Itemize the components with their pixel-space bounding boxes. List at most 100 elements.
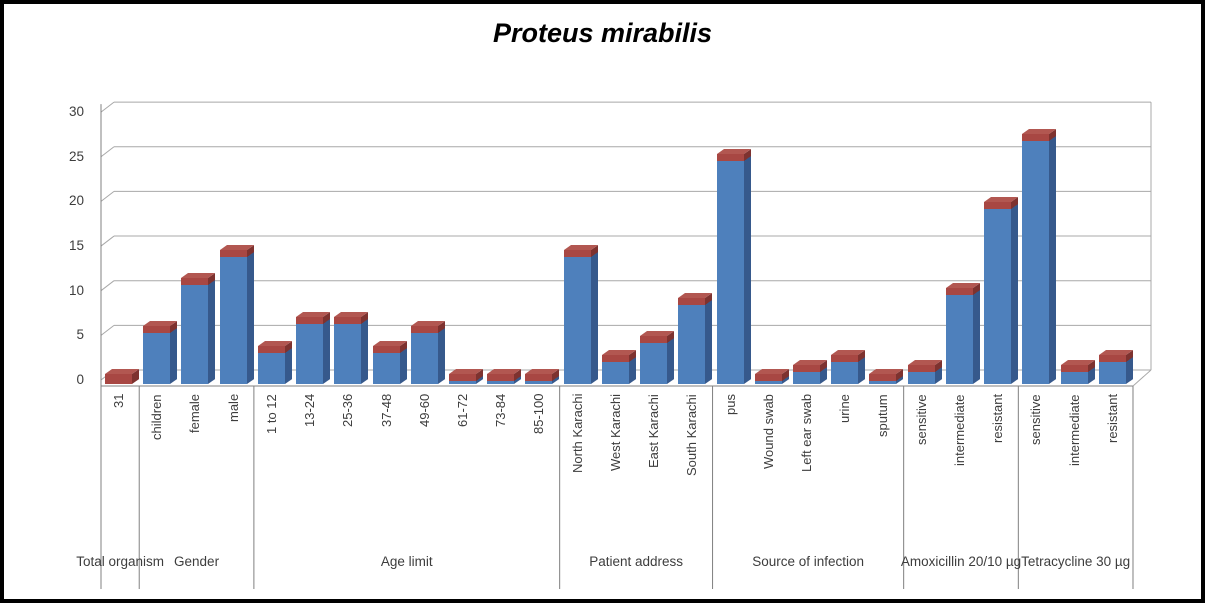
bar bbox=[372, 340, 407, 384]
bar bbox=[716, 148, 751, 384]
bar bbox=[448, 369, 483, 384]
bar-cap bbox=[143, 326, 171, 334]
category-label: South Karachi bbox=[684, 394, 700, 476]
group-label-text: Total organism bbox=[76, 554, 165, 569]
bar-side-face bbox=[628, 350, 636, 384]
bar-cap bbox=[831, 355, 859, 363]
bar bbox=[869, 369, 904, 384]
bar-cap bbox=[372, 345, 400, 353]
bar-front-face bbox=[678, 297, 706, 384]
bar-cap bbox=[257, 345, 285, 353]
bar-side-face bbox=[1011, 196, 1019, 384]
bar-cap bbox=[640, 336, 668, 343]
bar bbox=[831, 350, 866, 384]
bar-cap bbox=[448, 374, 476, 382]
bar bbox=[792, 359, 827, 384]
bar-front-face bbox=[410, 326, 438, 384]
bar-cap bbox=[678, 297, 706, 305]
group-label: Total organism bbox=[76, 546, 164, 590]
category-label: 61-72 bbox=[454, 394, 470, 428]
bar-cap bbox=[563, 249, 591, 257]
category-label: East Karachi bbox=[646, 394, 662, 468]
y-tick-label: 20 bbox=[68, 193, 84, 209]
bar-front-face bbox=[945, 288, 973, 384]
bar-cap bbox=[1098, 355, 1126, 363]
bar-side-face bbox=[1087, 359, 1095, 384]
axis-line bbox=[100, 191, 115, 202]
category-label: 37-48 bbox=[378, 394, 394, 428]
group-label: Patient address bbox=[560, 546, 713, 590]
bar-cap bbox=[601, 355, 629, 363]
category-label: children bbox=[149, 394, 165, 440]
bar-side-face bbox=[552, 369, 560, 384]
category-label: Left ear swab bbox=[798, 394, 814, 473]
category-label: sputum bbox=[875, 394, 891, 437]
bar bbox=[601, 350, 636, 384]
axis-line bbox=[100, 146, 115, 158]
bar-cap bbox=[1022, 134, 1050, 142]
bar-side-face bbox=[1049, 129, 1057, 384]
category-label: 73-84 bbox=[493, 394, 509, 428]
bar-side-face bbox=[208, 273, 216, 384]
group-label: Amoxicillin 20/10 µg bbox=[901, 546, 1021, 590]
category-label: intermediate bbox=[1066, 394, 1082, 466]
bar-side-face bbox=[667, 331, 675, 384]
group-label: Gender bbox=[139, 546, 254, 590]
bar-side-face bbox=[514, 369, 522, 384]
bar bbox=[181, 273, 216, 384]
axis-line bbox=[100, 101, 115, 113]
bar-side-face bbox=[437, 321, 445, 384]
axis-line bbox=[100, 280, 115, 292]
bar-front-face bbox=[219, 249, 247, 384]
bar bbox=[907, 359, 942, 384]
category-label: West Karachi bbox=[607, 394, 623, 472]
group-label-text: Patient address bbox=[589, 554, 683, 569]
bar-side-face bbox=[475, 369, 483, 384]
category-label: male bbox=[225, 394, 241, 423]
bar-cap bbox=[792, 364, 820, 372]
bar bbox=[105, 369, 140, 384]
category-label: 25-36 bbox=[340, 394, 356, 428]
bar bbox=[1022, 129, 1057, 384]
bar bbox=[410, 321, 445, 384]
group-label-text: Age limit bbox=[380, 554, 433, 569]
bar-cap bbox=[410, 326, 438, 334]
y-tick-label: 10 bbox=[68, 282, 84, 298]
bar-side-face bbox=[132, 369, 139, 384]
bar bbox=[640, 331, 675, 384]
y-tick-label: 0 bbox=[76, 372, 84, 387]
category-label: sensitive bbox=[1028, 394, 1044, 445]
bar-cap bbox=[869, 374, 897, 382]
bar bbox=[754, 369, 789, 384]
bar-cap bbox=[296, 316, 324, 324]
category-label: 1 to 12 bbox=[263, 394, 279, 434]
bar bbox=[1060, 359, 1095, 384]
group-label-text: Gender bbox=[174, 554, 220, 569]
bar bbox=[487, 369, 522, 384]
bar-side-face bbox=[705, 292, 713, 384]
group-label-text: Source of infection bbox=[752, 554, 865, 569]
group-label-text: Tetracycline 30 µg bbox=[1021, 554, 1131, 569]
category-label: North Karachi bbox=[569, 394, 585, 474]
bar-side-face bbox=[246, 244, 254, 384]
bar bbox=[984, 196, 1019, 384]
bar-side-face bbox=[743, 148, 751, 384]
group-label: Age limit bbox=[254, 546, 560, 590]
bar-cap bbox=[525, 374, 553, 382]
bar-front-face bbox=[105, 374, 132, 384]
bar-cap bbox=[754, 374, 782, 382]
category-label: female bbox=[187, 394, 203, 434]
bar-side-face bbox=[323, 311, 331, 384]
bar-front-face bbox=[1022, 134, 1050, 384]
bar-side-face bbox=[284, 340, 292, 384]
bar-side-face bbox=[972, 283, 980, 384]
bar bbox=[219, 244, 254, 384]
bar-side-face bbox=[934, 359, 942, 384]
bar-cap bbox=[907, 364, 935, 372]
bar-side-face bbox=[170, 321, 178, 384]
category-label: resistant bbox=[990, 394, 1006, 444]
bar-cap bbox=[487, 374, 515, 382]
bar-front-face bbox=[334, 316, 362, 384]
category-label: resistant bbox=[1104, 394, 1120, 444]
